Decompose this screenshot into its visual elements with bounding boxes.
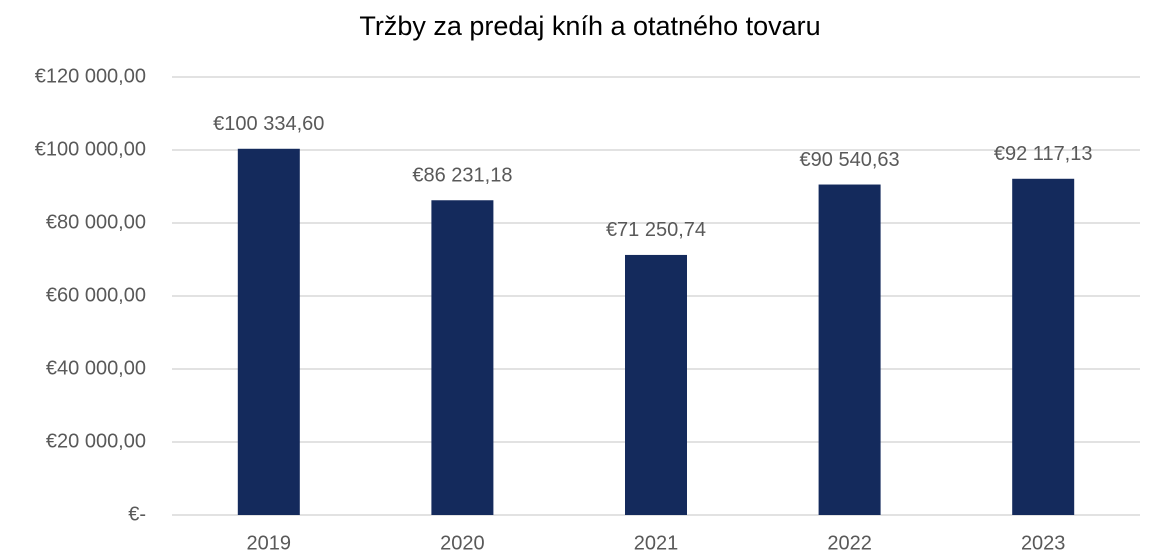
y-tick-label: €20 000,00: [46, 430, 146, 452]
data-label: €100 334,60: [213, 113, 324, 135]
y-tick-label: €-: [128, 503, 146, 525]
data-label: €86 231,18: [412, 165, 512, 187]
bar: [1012, 178, 1075, 516]
x-tick-label: 2020: [440, 532, 485, 552]
x-tick-label: 2021: [634, 532, 679, 552]
data-label: €92 117,13: [994, 143, 1093, 165]
bar: [818, 184, 881, 515]
data-label: €90 540,63: [800, 149, 900, 171]
bar: [237, 148, 300, 515]
y-tick-label: €120 000,00: [35, 65, 146, 87]
x-tick-label: 2022: [827, 532, 872, 552]
bar: [625, 254, 687, 515]
y-tick-label: €100 000,00: [35, 138, 146, 160]
chart-title: Tržby za predaj kníh a otatného tovaru: [359, 11, 820, 41]
data-label: €71 250,74: [606, 219, 706, 241]
bar: [431, 200, 494, 515]
x-tick-label: 2023: [1021, 532, 1066, 552]
y-tick-label: €80 000,00: [46, 211, 146, 233]
y-tick-label: €60 000,00: [46, 284, 146, 306]
y-tick-label: €40 000,00: [46, 357, 146, 379]
x-tick-label: 2019: [247, 532, 292, 552]
